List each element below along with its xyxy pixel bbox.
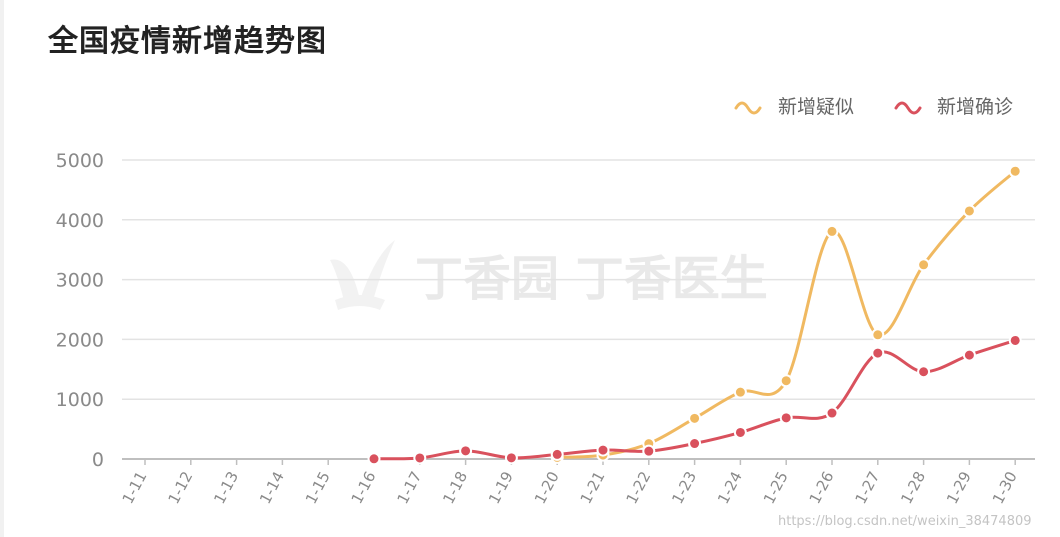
y-tick-label: 5000 xyxy=(56,150,104,172)
x-tick-label: 1-15 xyxy=(302,468,334,507)
x-tick-label: 1-18 xyxy=(439,468,471,507)
data-point-suspected xyxy=(962,204,976,218)
y-tick-label: 3000 xyxy=(56,270,104,292)
legend-item-suspected[interactable]: 新增疑似 xyxy=(734,96,854,118)
legend: 新增疑似 新增确诊 xyxy=(734,96,1013,118)
series-layer xyxy=(367,164,1022,466)
data-point-confirmed xyxy=(917,365,931,379)
data-point-suspected xyxy=(779,374,793,388)
data-point-confirmed xyxy=(1008,333,1022,347)
x-axis: 1-11 1-12 1-13 1-14 1-15 1-16 1-17 1-18 1-19 1-20… xyxy=(119,458,1035,507)
x-tick-label: 1-28 xyxy=(897,468,929,507)
data-point-confirmed xyxy=(413,451,427,465)
data-point-suspected xyxy=(825,224,839,238)
legend-label-confirmed: 新增确诊 xyxy=(937,96,1013,118)
legend-confirmed-icon xyxy=(894,101,922,115)
x-tick-label: 1-27 xyxy=(851,468,883,507)
grid-lines xyxy=(122,159,1035,400)
x-tick-label: 1-19 xyxy=(485,468,517,507)
data-point-confirmed xyxy=(825,406,839,420)
data-point-confirmed xyxy=(733,425,747,439)
legend-suspected-icon xyxy=(734,101,762,115)
x-tick-label: 1-14 xyxy=(256,468,288,507)
x-tick-label: 1-25 xyxy=(760,468,792,507)
data-point-suspected xyxy=(871,328,885,342)
x-tick-label: 1-12 xyxy=(164,468,196,507)
data-point-confirmed xyxy=(779,411,793,425)
y-tick-label: 4000 xyxy=(56,210,104,232)
data-point-confirmed xyxy=(367,452,381,466)
watermark-logo-icon xyxy=(330,240,395,310)
x-tick-label: 1-20 xyxy=(531,468,563,507)
x-tick-label: 1-11 xyxy=(119,468,151,507)
data-point-confirmed xyxy=(688,437,702,451)
y-tick-label: 1000 xyxy=(56,389,104,411)
x-tick-label: 1-30 xyxy=(989,468,1021,507)
x-tick-label: 1-21 xyxy=(577,468,609,507)
data-point-suspected xyxy=(688,411,702,425)
data-point-suspected xyxy=(917,258,931,272)
x-tick-label: 1-22 xyxy=(622,468,654,507)
x-tick-label: 1-16 xyxy=(348,468,380,507)
data-point-suspected xyxy=(733,385,747,399)
data-point-confirmed xyxy=(550,447,564,461)
data-point-confirmed xyxy=(871,346,885,360)
x-tick-label: 1-17 xyxy=(393,468,425,507)
legend-item-confirmed[interactable]: 新增确诊 xyxy=(894,96,1013,118)
data-point-confirmed xyxy=(504,451,518,465)
x-tick-label: 1-29 xyxy=(943,468,975,507)
y-axis-ticks: 0 1000 2000 3000 4000 5000 xyxy=(56,150,104,471)
x-tick-label: 1-23 xyxy=(668,468,700,507)
watermark: 丁香园 丁香医生 xyxy=(330,240,768,310)
data-point-confirmed xyxy=(459,444,473,458)
data-point-confirmed xyxy=(642,444,656,458)
y-tick-label: 2000 xyxy=(56,329,104,351)
data-point-confirmed xyxy=(596,443,610,457)
source-credit: https://blog.csdn.net/weixin_38474809 xyxy=(778,514,1032,529)
chart-title: 全国疫情新增趋势图 xyxy=(48,24,327,59)
y-tick-label: 0 xyxy=(92,449,104,471)
data-point-confirmed xyxy=(962,348,976,362)
data-point-suspected xyxy=(1008,164,1022,178)
x-tick-label: 1-13 xyxy=(210,468,242,507)
legend-label-suspected: 新增疑似 xyxy=(778,96,854,118)
x-tick-label: 1-24 xyxy=(714,468,746,507)
x-tick-label: 1-26 xyxy=(806,468,838,507)
